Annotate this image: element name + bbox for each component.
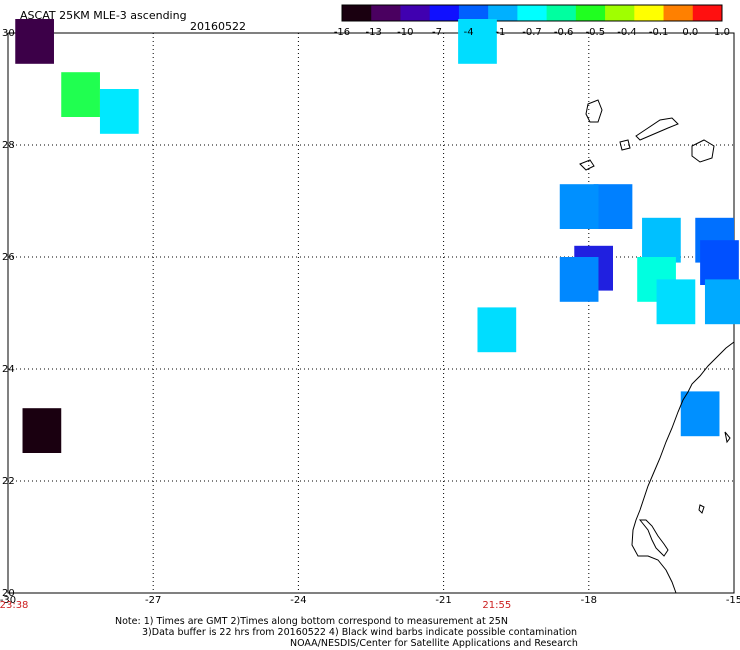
data-cell: [559, 184, 599, 229]
colorbar-swatch: [371, 5, 401, 21]
colorbar: [341, 4, 723, 22]
data-cell: [458, 19, 497, 64]
x-tick-label: -30: [0, 595, 16, 606]
colorbar-outline: [341, 4, 723, 22]
footnote-line-1: Note: 1) Times are GMT 2)Times along bot…: [115, 616, 508, 627]
la-palma-island: [585, 99, 603, 123]
time-label-mid: 21:55: [482, 600, 511, 611]
data-cell: [559, 257, 599, 302]
colorbar-swatch: [517, 5, 548, 21]
dakhla-peninsula: [638, 519, 669, 557]
colorbar-tick-label: 0.0: [682, 27, 699, 38]
x-tick-label: -27: [145, 595, 161, 606]
x-tick-label: -21: [435, 595, 451, 606]
colorbar-swatch: [429, 5, 460, 21]
colorbar-tick-label: -13: [365, 27, 382, 38]
data-cell: [99, 89, 139, 134]
colorbar-swatch: [342, 5, 372, 21]
footnote-line-3: NOAA/NESDIS/Center for Satellite Applica…: [290, 638, 578, 649]
colorbar-tick-label: 1.0: [714, 27, 730, 38]
data-cell: [642, 217, 681, 263]
time-label-left: 23:38: [0, 600, 28, 611]
colorbar-tick-label: -7: [432, 27, 442, 38]
small-islet-2: [698, 504, 705, 514]
data-cells: [15, 19, 740, 453]
tenerife-island: [635, 117, 679, 141]
footnote-line-2: 3)Data buffer is 22 hrs from 20160522 4)…: [142, 627, 578, 638]
data-cell: [61, 72, 100, 117]
data-cell: [656, 279, 696, 325]
chart-title: ASCAT 25KM MLE-3 ascending: [20, 9, 187, 22]
colorbar-swatch: [692, 5, 723, 21]
hierro-island: [579, 159, 595, 171]
data-cell: [704, 279, 740, 325]
colorbar-tick-label: -4: [463, 27, 474, 38]
colorbar-swatch: [605, 5, 635, 21]
gomera-island: [619, 139, 631, 151]
x-tick-label: -15: [726, 595, 740, 606]
colorbar-swatch: [458, 5, 489, 21]
colorbar-tick-label: -0.6: [553, 27, 574, 38]
data-cell: [593, 184, 633, 229]
y-tick-label: 20: [2, 588, 15, 599]
data-cell: [15, 19, 54, 64]
y-tick-label: 28: [2, 140, 15, 151]
colorbar-tick-label: -16: [333, 27, 351, 38]
colorbar-tick-label: -0.4: [617, 27, 637, 38]
colorbar-swatch: [575, 5, 606, 21]
y-tick-label: 26: [2, 252, 15, 263]
y-tick-label: 30: [2, 28, 15, 39]
chart-date: 20160522: [190, 20, 246, 33]
y-tick-label: 22: [2, 476, 15, 487]
colorbar-tick-label: -10: [397, 27, 414, 38]
data-cell: [22, 408, 62, 453]
x-tick-label: -24: [290, 595, 306, 606]
data-cell: [680, 391, 720, 437]
colorbar-swatch: [663, 5, 694, 21]
x-tick-label: -18: [581, 595, 597, 606]
africa-coastline: [631, 341, 735, 594]
colorbar-tick-label: -0.7: [522, 27, 542, 38]
data-cell: [700, 240, 739, 285]
colorbar-tick-label: -0.1: [648, 27, 669, 38]
colorbar-tick-label: -0.5: [585, 27, 606, 38]
colorbar-swatch: [634, 5, 665, 21]
colorbar-swatch: [488, 5, 518, 21]
data-cell: [477, 307, 517, 353]
coastline: [579, 99, 735, 594]
y-tick-label: 24: [2, 364, 15, 375]
gran-canaria-island: [691, 139, 715, 163]
colorbar-tick-label: -1: [495, 27, 506, 38]
colorbar-swatch: [546, 5, 577, 21]
colorbar-swatch: [400, 5, 431, 21]
small-islet-1: [724, 431, 731, 444]
